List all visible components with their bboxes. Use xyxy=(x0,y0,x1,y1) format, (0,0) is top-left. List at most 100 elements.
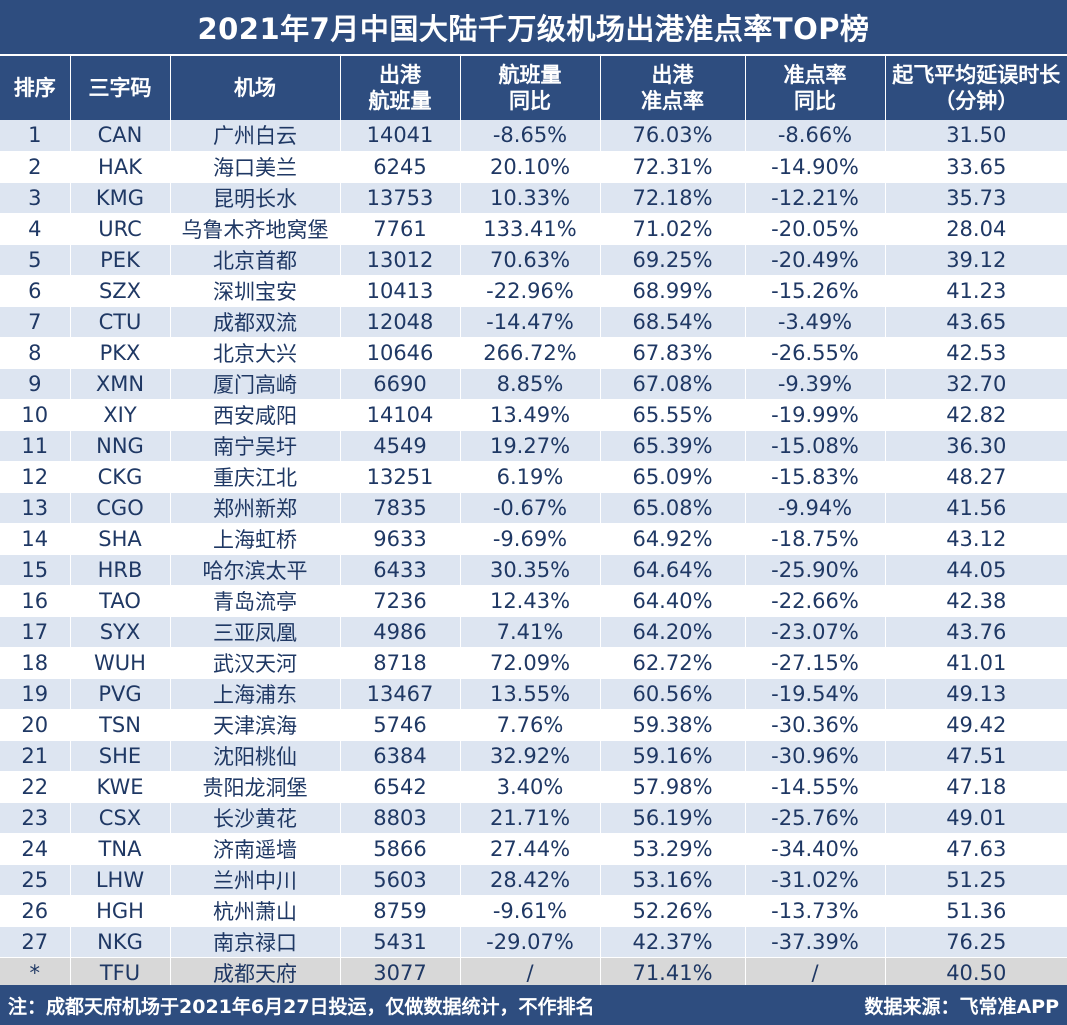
flights-yoy-cell: 7.76% xyxy=(460,709,601,741)
flights-yoy-cell: 27.44% xyxy=(460,833,601,865)
delay-cell: 41.01 xyxy=(885,647,1067,679)
table-row: 10 XIY 西安咸阳 14104 13.49% 65.55% -19.99% 42.82 xyxy=(0,399,1067,431)
code-cell: CSX xyxy=(70,802,171,834)
table-row: 6 SZX 深圳宝安 10413 -22.96% 68.99% -15.26% 41.23 xyxy=(0,275,1067,307)
code-cell: NKG xyxy=(70,926,171,958)
airport-name-cell: 天津滨海 xyxy=(170,709,341,741)
code-cell: HGH xyxy=(70,895,171,927)
flights-cell: 13467 xyxy=(340,678,461,710)
otp-yoy-cell: -25.90% xyxy=(745,554,886,586)
flights-yoy-cell: -0.67% xyxy=(460,492,601,524)
rank-cell: 25 xyxy=(0,864,71,896)
delay-cell: 41.56 xyxy=(885,492,1067,524)
rank-cell: 12 xyxy=(0,461,71,493)
otp-cell: 65.09% xyxy=(600,461,746,493)
rank-cell: 7 xyxy=(0,306,71,338)
rank-cell: 1 xyxy=(0,120,71,152)
code-cell: PEK xyxy=(70,244,171,276)
flights-yoy-cell: 70.63% xyxy=(460,244,601,276)
code-cell: CAN xyxy=(70,120,171,152)
flights-cell: 12048 xyxy=(340,306,461,338)
delay-cell: 42.82 xyxy=(885,399,1067,431)
header-flights-yoy-line2: 同比 xyxy=(509,89,551,113)
delay-cell: 28.04 xyxy=(885,213,1067,245)
header-delay: 起飞平均延误时长 （分钟） xyxy=(885,56,1067,120)
otp-yoy-cell: -34.40% xyxy=(745,833,886,865)
flights-cell: 6384 xyxy=(340,740,461,772)
otp-yoy-cell: -31.02% xyxy=(745,864,886,896)
airport-name-cell: 济南遥墙 xyxy=(170,833,341,865)
otp-cell: 72.31% xyxy=(600,151,746,183)
table-row: 4 URC 乌鲁木齐地窝堡 7761 133.41% 71.02% -20.05% 28.04 xyxy=(0,213,1067,245)
code-cell: TNA xyxy=(70,833,171,865)
airport-name-cell: 重庆江北 xyxy=(170,461,341,493)
delay-cell: 51.36 xyxy=(885,895,1067,927)
code-cell: KWE xyxy=(70,771,171,803)
otp-cell: 71.02% xyxy=(600,213,746,245)
code-cell: CKG xyxy=(70,461,171,493)
airport-name-cell: 南京禄口 xyxy=(170,926,341,958)
table-row: 24 TNA 济南遥墙 5866 27.44% 53.29% -34.40% 47.63 xyxy=(0,833,1067,865)
otp-cell: 57.98% xyxy=(600,771,746,803)
table-row: 19 PVG 上海浦东 13467 13.55% 60.56% -19.54% 49.13 xyxy=(0,678,1067,710)
otp-cell: 52.26% xyxy=(600,895,746,927)
rank-cell: 27 xyxy=(0,926,71,958)
delay-cell: 49.42 xyxy=(885,709,1067,741)
rank-cell: 21 xyxy=(0,740,71,772)
table-row: 23 CSX 长沙黄花 8803 21.71% 56.19% -25.76% 49.01 xyxy=(0,802,1067,834)
otp-cell: 42.37% xyxy=(600,926,746,958)
header-otp: 出港 准点率 xyxy=(600,56,746,120)
unranked-row: * TFU 成都天府 3077/71.41%/40.50 xyxy=(0,957,1067,989)
header-code: 三字码 xyxy=(70,56,171,120)
code-cell: KMG xyxy=(70,182,171,214)
airport-name-cell: 上海浦东 xyxy=(170,678,341,710)
flights-cell: 5431 xyxy=(340,926,461,958)
rank-cell: 18 xyxy=(0,647,71,679)
otp-yoy-cell: -15.26% xyxy=(745,275,886,307)
header-otp-yoy-line2: 同比 xyxy=(794,89,836,113)
table-row: 7 CTU 成都双流 12048 -14.47% 68.54% -3.49% 43.65 xyxy=(0,306,1067,338)
table-row: 18 WUH 武汉天河 8718 72.09% 62.72% -27.15% 41.01 xyxy=(0,647,1067,679)
table-row: 8 PKX 北京大兴 10646 266.72% 67.83% -26.55% 42.53 xyxy=(0,337,1067,369)
flights-yoy-cell: -8.65% xyxy=(460,120,601,152)
flights-yoy-cell: 6.19% xyxy=(460,461,601,493)
otp-yoy-cell: -14.90% xyxy=(745,151,886,183)
rank-cell: 3 xyxy=(0,182,71,214)
header-flights-yoy-line1: 航班量 xyxy=(498,63,562,87)
airport-name-cell: 郑州新郑 xyxy=(170,492,341,524)
otp-cell: 65.08% xyxy=(600,492,746,524)
flights-yoy-cell: 28.42% xyxy=(460,864,601,896)
code-cell: XMN xyxy=(70,368,171,400)
rank-cell: 14 xyxy=(0,523,71,555)
delay-cell: 41.23 xyxy=(885,275,1067,307)
header-code-label: 三字码 xyxy=(88,76,152,100)
table-row: 9 XMN 厦门高崎 6690 8.85% 67.08% -9.39% 32.70 xyxy=(0,368,1067,400)
table-row: 27 NKG 南京禄口 5431 -29.07% 42.37% -37.39% 76.25 xyxy=(0,926,1067,958)
otp-cell: 53.16% xyxy=(600,864,746,896)
otp-yoy-cell: -9.39% xyxy=(745,368,886,400)
airport-name-cell: 沈阳桃仙 xyxy=(170,740,341,772)
otp-cell: 69.25% xyxy=(600,244,746,276)
otp-cell: 60.56% xyxy=(600,678,746,710)
airport-name-cell: 北京首都 xyxy=(170,244,341,276)
delay-cell: 32.70 xyxy=(885,368,1067,400)
airport-name-cell: 厦门高崎 xyxy=(170,368,341,400)
otp-yoy-cell: -27.15% xyxy=(745,647,886,679)
code-cell: HAK xyxy=(70,151,171,183)
table-row: 12 CKG 重庆江北 13251 6.19% 65.09% -15.83% 48.27 xyxy=(0,461,1067,493)
table-header-row: 排序 三字码 机场 出港 航班量 航班量 同比 出港 准点率 准点率 同比 xyxy=(0,56,1067,120)
header-otp-line2: 准点率 xyxy=(641,89,704,113)
flights-yoy-cell: 13.55% xyxy=(460,678,601,710)
ranking-table: 排序 三字码 机场 出港 航班量 航班量 同比 出港 准点率 准点率 同比 xyxy=(0,56,1067,989)
rank-cell: 20 xyxy=(0,709,71,741)
airport-name-cell: 北京大兴 xyxy=(170,337,341,369)
flights-yoy-cell: 20.10% xyxy=(460,151,601,183)
flights-yoy-cell: -29.07% xyxy=(460,926,601,958)
flights-cell: 7835 xyxy=(340,492,461,524)
delay-cell: 49.13 xyxy=(885,678,1067,710)
otp-yoy-cell: -12.21% xyxy=(745,182,886,214)
flights-cell: 4986 xyxy=(340,616,461,648)
table-row: 26 HGH 杭州萧山 8759 -9.61% 52.26% -13.73% 51.36 xyxy=(0,895,1067,927)
airport-name-cell: 杭州萧山 xyxy=(170,895,341,927)
header-rank-label: 排序 xyxy=(13,76,56,100)
